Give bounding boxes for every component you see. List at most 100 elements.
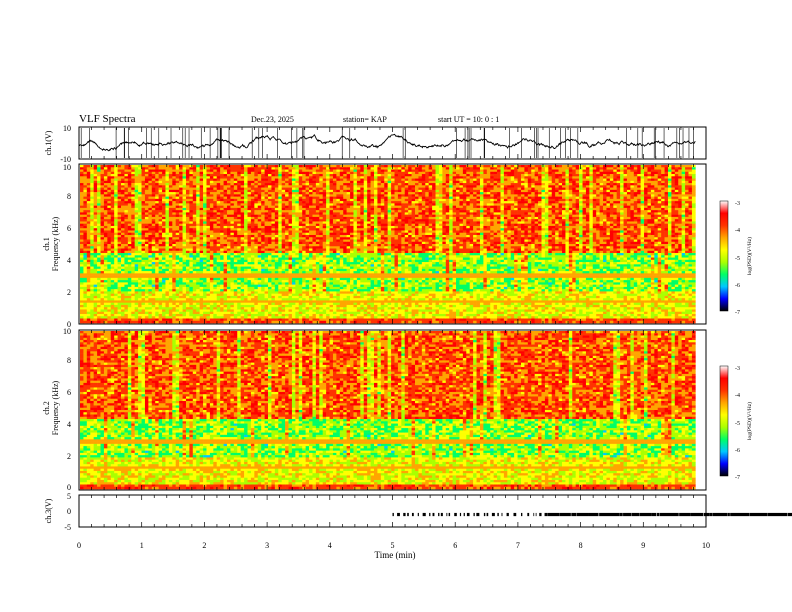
spectrogram-cell — [203, 194, 207, 197]
spectrogram-cell — [172, 226, 176, 229]
spectrogram-cell — [254, 255, 258, 258]
spectrogram-cell — [162, 242, 166, 245]
spectrogram-cell — [299, 197, 303, 200]
spectrogram-cell — [244, 172, 248, 175]
spectrogram-cell — [87, 244, 91, 247]
spectrogram-cell — [309, 206, 313, 209]
spectrogram-cell — [220, 206, 224, 209]
spectrogram-cell — [261, 249, 265, 252]
spectrogram-cell — [121, 246, 125, 249]
spectrogram-cell — [292, 258, 296, 261]
spectrogram-cell — [83, 199, 87, 202]
spectrogram-cell — [278, 269, 282, 272]
spectrogram-cell — [241, 303, 245, 306]
spectrogram-cell — [183, 260, 187, 263]
spectrogram-cell — [289, 253, 293, 256]
spectrogram-cell — [309, 316, 313, 319]
spectrogram-cell — [152, 258, 156, 261]
spectrogram-cell — [107, 258, 111, 261]
spectrogram-cell — [193, 192, 197, 195]
spectrogram-cell — [145, 242, 149, 245]
spectrogram-cell — [295, 305, 299, 308]
spectrogram-cell — [248, 183, 252, 186]
spectrogram-cell — [162, 246, 166, 249]
spectrogram-cell — [292, 181, 296, 184]
spectrogram-cell — [148, 280, 152, 283]
spectrogram-cell — [254, 226, 258, 229]
spectrogram-cell — [254, 228, 258, 231]
spectrogram-cell — [302, 242, 306, 245]
spectrogram-cell — [121, 230, 125, 233]
spectrogram-cell — [135, 167, 139, 170]
spectrogram-cell — [104, 219, 108, 222]
spectrogram-cell — [234, 255, 238, 258]
spectrogram-cell — [230, 294, 234, 297]
spectrogram-cell — [111, 298, 115, 301]
spectrogram-cell — [121, 271, 125, 274]
spectrogram-cell — [309, 267, 313, 270]
spectrogram-cell — [278, 192, 282, 195]
spectrogram-cell — [172, 253, 176, 256]
spectrogram-cell — [107, 289, 111, 292]
spectrogram-cell — [265, 291, 269, 294]
spectrogram-cell — [244, 167, 248, 170]
spectrogram-cell — [289, 224, 293, 227]
spectrogram-cell — [94, 294, 98, 297]
spectrogram-cell — [176, 188, 180, 191]
spectrogram-cell — [121, 291, 125, 294]
spectrogram-cell — [275, 174, 279, 177]
spectrogram-cell — [97, 221, 101, 224]
spectrogram-cell — [224, 197, 228, 200]
spectrogram-cell — [101, 217, 105, 220]
spectrogram-cell — [258, 255, 262, 258]
spectrogram-cell — [278, 242, 282, 245]
spectrogram-cell — [135, 251, 139, 254]
spectrogram-cell — [189, 239, 193, 242]
spectrogram-cell — [94, 246, 98, 249]
spectrogram-cell — [306, 194, 310, 197]
spectrogram-cell — [183, 210, 187, 213]
spectrogram-cell — [104, 210, 108, 213]
spectrogram-cell — [210, 316, 214, 319]
spectrogram-cell — [224, 307, 228, 310]
spectrogram-cell — [210, 296, 214, 299]
spectrogram-cell — [118, 278, 122, 281]
spectrogram-cell — [128, 199, 132, 202]
spectrogram-cell — [268, 201, 272, 204]
spectrogram-cell — [172, 219, 176, 222]
spectrogram-cell — [217, 289, 221, 292]
spectrogram-cell — [111, 242, 115, 245]
spectrogram-cell — [104, 246, 108, 249]
spectrogram-cell — [138, 314, 142, 317]
spectrogram-cell — [251, 262, 255, 265]
spectrogram-cell — [172, 194, 176, 197]
spectrogram-cell — [111, 300, 115, 303]
spectrogram-cell — [282, 190, 286, 193]
spectrogram-cell — [155, 312, 159, 315]
spectrogram-cell — [172, 303, 176, 306]
spectrogram-cell — [285, 262, 289, 265]
spectrogram-cell — [172, 206, 176, 209]
spectrogram-cell — [176, 305, 180, 308]
spectrogram-cell — [295, 264, 299, 267]
spectrogram-cell — [83, 267, 87, 270]
spectrogram-cell — [80, 258, 84, 261]
spectrogram-cell — [261, 244, 265, 247]
spectrogram-cell — [176, 273, 180, 276]
spectrogram-cell — [162, 197, 166, 200]
spectrogram-cell — [118, 312, 122, 315]
spectrogram-cell — [295, 221, 299, 224]
spectrogram-cell — [152, 224, 156, 227]
spectrogram-cell — [251, 258, 255, 261]
spectrogram-cell — [285, 239, 289, 242]
spectrogram-cell — [289, 294, 293, 297]
spectrogram-cell — [145, 258, 149, 261]
spectrogram-cell — [312, 269, 316, 272]
spectrogram-cell — [206, 249, 210, 252]
spectrogram-cell — [148, 244, 152, 247]
spectrogram-cell — [176, 170, 180, 173]
spectrogram-cell — [265, 224, 269, 227]
spectrogram-cell — [302, 282, 306, 285]
spectrogram-cell — [183, 289, 187, 292]
spectrogram-cell — [135, 217, 139, 220]
